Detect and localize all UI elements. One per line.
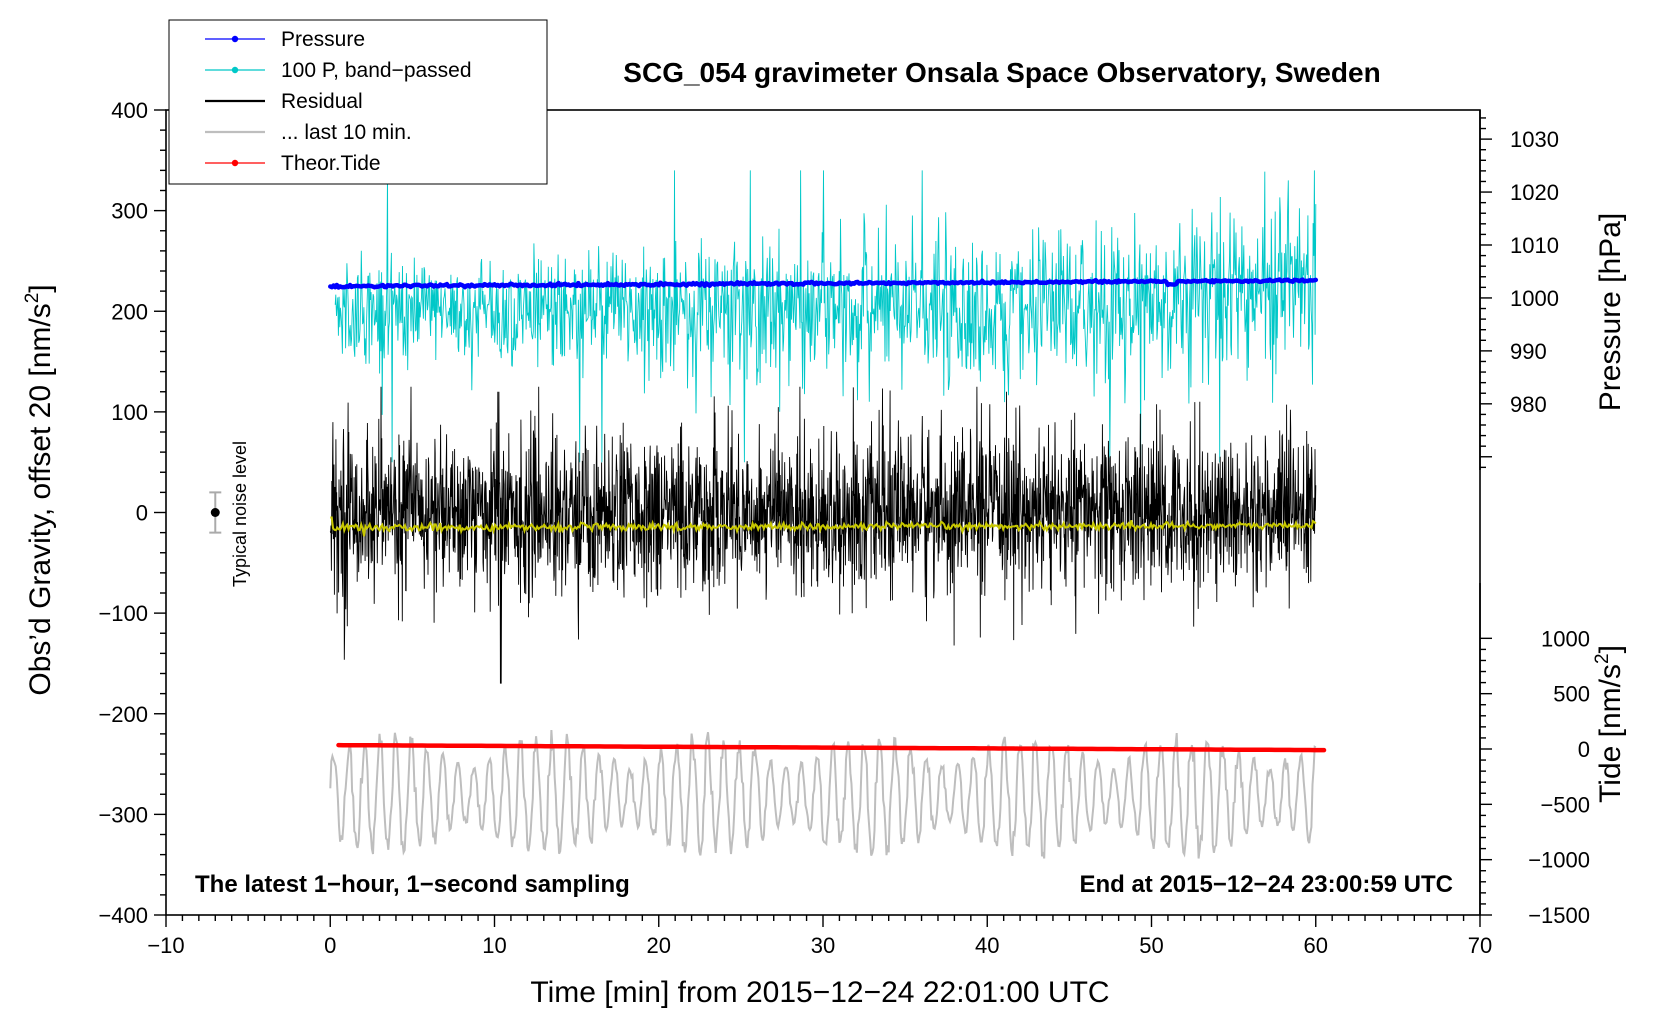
x-tick-label: 10: [482, 933, 506, 958]
tide-tick-label: −500: [1540, 792, 1590, 817]
x-tick-label: 0: [324, 933, 336, 958]
x-axis-title: Time [min] from 2015−12−24 22:01:00 UTC: [530, 976, 1109, 1009]
noise-bar-center: [210, 508, 220, 517]
legend-label-tide: Theor.Tide: [281, 152, 381, 175]
tide-title-superscript: 2: [1592, 653, 1613, 664]
pressure-tick-label: 1020: [1510, 180, 1559, 205]
noise-level-errorbar: [209, 491, 222, 534]
sampling-annotation: The latest 1−hour, 1−second sampling: [195, 871, 630, 898]
pressure-tick-label: 1030: [1510, 127, 1559, 152]
chart-title: SCG_054 gravimeter Onsala Space Observat…: [623, 57, 1380, 88]
series-pressure: [328, 277, 1319, 290]
legend-label-residual: Residual: [281, 90, 363, 113]
tide-title-text: Tide [nm/s: [1594, 664, 1627, 803]
series-theoretical-tide: [336, 742, 1327, 753]
series-residual-smoothed: [330, 516, 1317, 537]
series-bandpassed-pressure: [334, 170, 1317, 463]
y-axis-left-title: Obs’d Gravity, offset 20 [nm/s2]: [22, 284, 57, 695]
pressure-tick-label: 1010: [1510, 233, 1559, 258]
legend-item-residual: Residual: [205, 90, 363, 113]
pressure-tick-label: 990: [1510, 339, 1547, 364]
x-tick-label: 40: [975, 933, 999, 958]
legend-label-bandpassed: 100 P, band−passed: [281, 59, 472, 82]
x-tick-label: 70: [1468, 933, 1492, 958]
tide-tick-label: 0: [1578, 737, 1590, 762]
pressure-tick-label: 980: [1510, 392, 1547, 417]
y-left-tick-label: 100: [111, 400, 148, 425]
x-tick-label: 60: [1304, 933, 1328, 958]
y-left-tick-label: −400: [98, 903, 148, 928]
y-left-tick-label: 0: [136, 501, 148, 526]
y-left-title-text: Obs’d Gravity, offset 20 [nm/s: [24, 303, 57, 695]
legend-item-pressure: Pressure: [205, 28, 365, 51]
legend-marker-tide: [231, 159, 239, 167]
legend: Pressure 100 P, band−passed Residual ...…: [168, 19, 548, 185]
plot-area: [328, 170, 1327, 859]
y-left-tick-label: 200: [111, 299, 148, 324]
legend-marker-pressure: [231, 35, 239, 43]
series-last-10-min: [329, 729, 1317, 859]
legend-item-bandpassed: 100 P, band−passed: [205, 59, 472, 82]
axes: −10 0 10 20 30 40 50 60 70−400−300−200−100010020…: [98, 98, 1590, 958]
pressure-tick-label: 1000: [1510, 286, 1559, 311]
legend-item-last10: ... last 10 min.: [205, 121, 412, 144]
x-tick-label: 30: [811, 933, 835, 958]
legend-label-last10: ... last 10 min.: [281, 121, 412, 144]
y-axis-tide-title: Tide [nm/s2]: [1592, 645, 1627, 803]
y-left-tick-label: −100: [98, 601, 148, 626]
x-tick-label: 50: [1139, 933, 1163, 958]
y-left-tick-label: 300: [111, 199, 148, 224]
tide-tick-label: −1500: [1528, 903, 1590, 928]
tide-tick-label: −1000: [1528, 848, 1590, 873]
y-axis-pressure-title: Pressure [hPa]: [1594, 213, 1627, 411]
y-left-tick-label: −200: [98, 702, 148, 727]
y-left-tick-label: 400: [111, 98, 148, 123]
tide-tick-label: 1000: [1541, 626, 1590, 651]
end-time-annotation: End at 2015−12−24 23:00:59 UTC: [1079, 871, 1453, 898]
x-tick-label: 20: [647, 933, 671, 958]
tide-tick-label: 500: [1553, 682, 1590, 707]
legend-marker-bandpassed: [231, 66, 239, 74]
x-tick-label: −10: [147, 933, 184, 958]
y-left-title-end: ]: [24, 284, 57, 292]
noise-level-label: Typical noise level: [230, 441, 250, 587]
y-left-title-superscript: 2: [22, 293, 43, 304]
legend-label-pressure: Pressure: [281, 28, 365, 51]
series-residual: [329, 386, 1317, 684]
tide-title-end: ]: [1594, 645, 1627, 653]
legend-item-tide: Theor.Tide: [205, 152, 381, 175]
y-left-tick-label: −300: [98, 802, 148, 827]
